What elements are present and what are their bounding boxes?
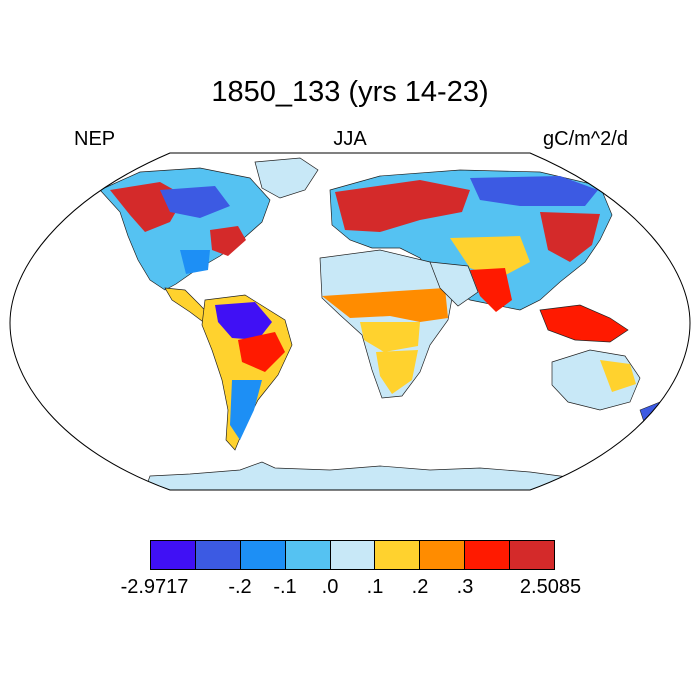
colorbar-box	[194, 540, 240, 570]
colorbar-tick-label: -.2	[228, 576, 252, 598]
colorbar-tick-label: 2.5085	[519, 576, 582, 598]
southeast-asia-islands	[539, 304, 629, 343]
map-title: 1850_133 (yrs 14-23)	[211, 76, 489, 108]
sahel-band	[322, 288, 448, 322]
north-america	[99, 167, 271, 291]
central-africa	[360, 322, 420, 352]
colorbar-tick-label: .2	[411, 576, 429, 598]
amazon-negative	[215, 302, 272, 340]
colorbar-box	[464, 540, 510, 570]
colorbar-box	[239, 540, 285, 570]
east-asia-positive	[540, 212, 600, 262]
greenland	[254, 157, 319, 199]
central-asia-mixed	[450, 236, 530, 278]
colorbar	[150, 540, 556, 570]
colorbar-tick-label: -2.9717	[120, 576, 189, 598]
season-label: JJA	[333, 128, 367, 150]
arabia	[429, 261, 479, 307]
colorbar-tick-label: -.1	[273, 576, 297, 598]
colorbar-box	[284, 540, 330, 570]
north-america-boreal	[160, 186, 230, 218]
europe-positive	[335, 180, 470, 232]
variable-label: NEP	[74, 128, 116, 150]
colorbar-tick-label: .1	[366, 576, 384, 598]
siberia-negative	[470, 176, 598, 206]
colorbar-box	[329, 540, 375, 570]
australia-east	[600, 360, 636, 392]
units-label: gC/m^2/d	[543, 128, 628, 150]
colorbar-box	[509, 540, 556, 570]
colorbar-box	[374, 540, 420, 570]
globe-outline	[9, 152, 691, 491]
colorbar-box	[150, 540, 195, 570]
north-america-southeast	[180, 250, 210, 274]
south-asia	[470, 268, 512, 312]
colorbar-tick-label: .3	[456, 576, 474, 598]
colorbar-tick-label: .0	[321, 576, 339, 598]
south-america-south	[230, 380, 262, 440]
antarctica	[144, 461, 586, 490]
north-america-east	[210, 226, 246, 256]
brazil-positive	[238, 332, 285, 372]
colorbar-box	[419, 540, 465, 570]
southern-africa	[376, 350, 418, 394]
